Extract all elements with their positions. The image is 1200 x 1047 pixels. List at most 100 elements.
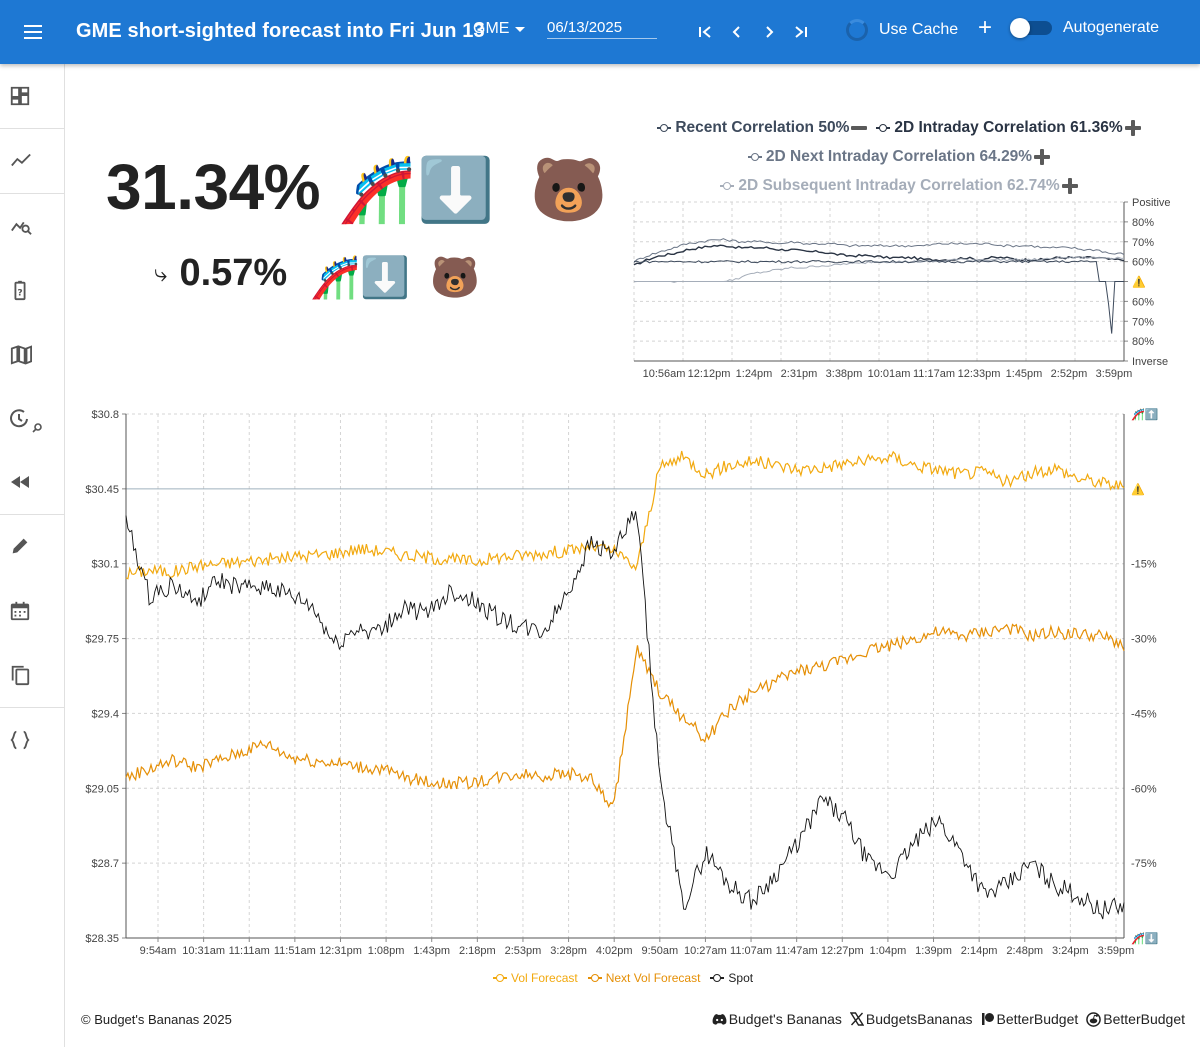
x-tick-label: 2:31pm [781,368,818,380]
x-tick-label: 3:59pm [1096,368,1133,380]
autogenerate-label: Autogenerate [1063,19,1160,36]
first-page-icon [699,26,711,38]
correlation-series-line [633,238,1125,263]
last-page-icon [795,26,807,38]
legend-spot[interactable]: Spot [710,971,753,985]
forecast-main-value: 31.34% [106,151,321,223]
roller-coaster-emoji-small: 🎢 [310,256,360,300]
sidebar-item-code[interactable] [0,720,64,760]
sidebar-item-history-search[interactable] [0,400,64,440]
chevron-left-icon [732,26,740,38]
add-button[interactable]: + [977,14,992,41]
chevron-down-icon [515,26,526,32]
x-tick-label: 3:59pm [1098,945,1135,957]
autogenerate-toggle[interactable]: Autogenerate [1010,18,1160,38]
legend-marker-icon [720,181,735,190]
x-tick-label: 3:38pm [826,368,863,380]
sidebar-item-battery[interactable]: ? [0,270,64,310]
down-arrow-emoji-small: ⬇️ [360,256,410,300]
y-tick-label: 80% [1132,336,1154,348]
x-tick-label: 1:39pm [915,945,952,957]
x-tick-label: 2:14pm [961,945,998,957]
calendar-icon [10,601,30,621]
sidebar-item-trends[interactable] [0,140,64,180]
legend-label: Spot [728,971,754,985]
sidebar-item-copy[interactable] [0,655,64,695]
forecast-sub-value: 0.57% [179,252,288,294]
legend-2d-intraday-correlation[interactable]: 2D Intraday Correlation 61.36% [876,113,1141,142]
legend-marker-icon [747,152,762,161]
legend-marker-icon [876,123,891,132]
sidebar-item-map[interactable] [0,334,64,374]
bear-emoji: 🐻 [530,156,608,225]
svg-text:?: ? [17,288,22,299]
pencil-icon [12,538,28,554]
footer-link-label: BetterBudget [996,1011,1079,1027]
sidebar-item-query-stats[interactable] [0,206,64,246]
y-tick-label: 60% [1132,257,1154,269]
y-right-tick-label: -60% [1131,783,1157,795]
y-right-tick-label: -75% [1131,858,1157,870]
switch-track [1010,18,1052,38]
roller-coaster-emoji: 🎢 [338,156,416,225]
legend-vol-forecast[interactable]: Vol Forecast [493,971,578,985]
sidebar-item-dashboard[interactable] [0,76,64,116]
x-tick-label: 2:52pm [1051,368,1088,380]
sidebar-item-calendar[interactable] [0,591,64,631]
reddit-link[interactable]: BetterBudget [1086,1011,1185,1027]
sub-arrow-icon: ⤷ [154,259,168,287]
legend-marker-icon [657,123,672,132]
ticker-select[interactable]: GME [473,20,526,38]
x-tick-label: 12:27pm [821,945,864,957]
price-series-line [125,511,1125,920]
x-tick-label: 9:54am [140,945,177,957]
copy-icon [11,665,30,686]
discord-link[interactable]: Budget's Bananas [712,1011,842,1027]
x-tick-label: 3:28pm [550,945,587,957]
first-page-button[interactable] [692,19,718,45]
x-tick-label: 9:50am [641,945,678,957]
price-series-line [125,623,1125,809]
next-button[interactable] [756,19,782,45]
rewind-icon [11,476,29,488]
code-braces-icon [10,730,30,750]
x-tick-label: 4:02pm [596,945,633,957]
copyright-text: © Budget's Bananas 2025 [81,1012,232,1027]
prev-button[interactable] [724,19,750,45]
sidebar-item-edit[interactable] [0,526,64,566]
use-cache-label: Use Cache [879,21,959,38]
sidebar-item-rewind[interactable] [0,462,64,502]
menu-icon[interactable] [22,20,50,44]
legend-next-vol-forecast[interactable]: Next Vol Forecast [587,971,700,985]
y-left-tick-label: $28.7 [91,858,119,870]
trending-line-icon [11,153,31,167]
y-right-tick-label: -45% [1131,708,1157,720]
legend-label: Recent Correlation 50% [675,119,850,136]
legend-label: 2D Subsequent Intraday Correlation 62.74… [738,177,1060,194]
x-link[interactable]: BudgetsBananas [849,1011,973,1027]
legend-2d-next-intraday-correlation[interactable]: 2D Next Intraday Correlation 64.29% [747,142,1051,171]
y-left-tick-label: $30.1 [91,559,119,571]
x-tick-label: 2:48pm [1006,945,1043,957]
legend-2d-subsequent-intraday-correlation[interactable]: 2D Subsequent Intraday Correlation 62.74… [720,171,1078,200]
x-tick-label: 2:53pm [505,945,542,957]
footer-link-label: Budget's Bananas [728,1011,842,1027]
x-tick-label: 11:47am [776,945,818,957]
date-input[interactable]: 06/13/2025 [547,17,657,39]
correlation-series-line [633,259,1124,334]
chevron-right-icon [766,26,774,38]
legend-label: 2D Intraday Correlation 61.36% [894,119,1123,136]
minus-icon [850,119,868,137]
patreon-link[interactable]: BetterBudget [981,1011,1079,1027]
y-right-tick-label: -15% [1131,559,1157,571]
x-tick-label: 3:24pm [1052,945,1089,957]
y-left-tick-label: $29.75 [85,634,119,646]
x-tick-label: 12:12pm [688,368,731,380]
legend-recent-correlation[interactable]: Recent Correlation 50% [657,113,868,142]
use-cache-toggle[interactable]: Use Cache [846,19,958,41]
y-left-tick-label: $28.35 [85,933,119,945]
last-page-button[interactable] [788,19,814,45]
app-bar: GME short-sighted forecast into Fri Jun … [0,0,1200,64]
plus-icon [1061,177,1079,195]
y-right-tick-label: ⚠️ [1131,483,1145,496]
